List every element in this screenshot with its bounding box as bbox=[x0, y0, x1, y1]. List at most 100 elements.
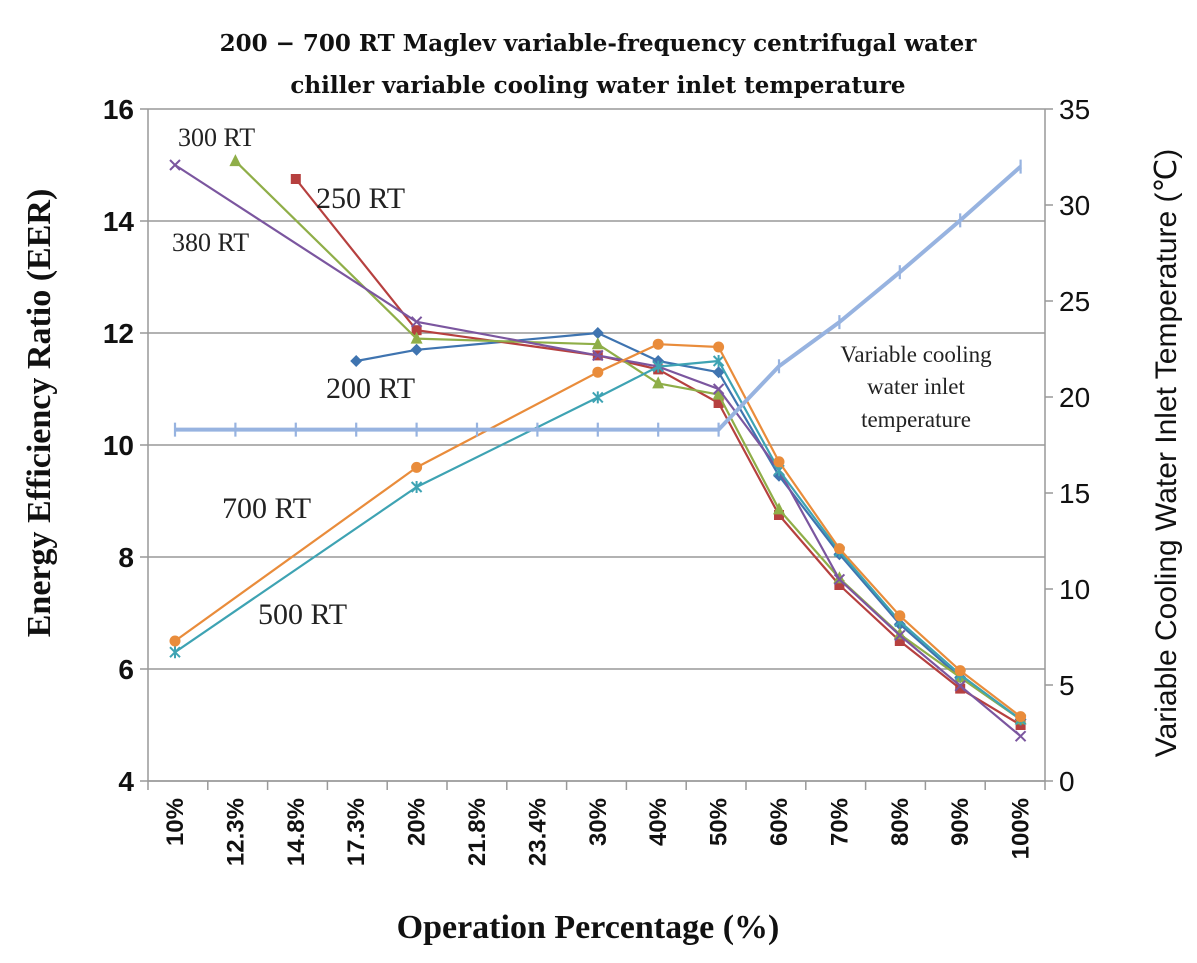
point-380-rt-100% bbox=[1014, 730, 1027, 742]
chart-title-line-2: chiller variable cooling water inlet tem… bbox=[290, 72, 905, 99]
temp-annotation-line-3: temperature bbox=[861, 407, 971, 432]
temp-annotation-line-1: Variable cooling bbox=[840, 342, 992, 367]
x-tick-label-50%: 50% bbox=[706, 798, 733, 846]
point-300-rt-40% bbox=[652, 376, 665, 389]
x-tick-label-80%: 80% bbox=[887, 798, 914, 846]
series-label-380rt: 380 RT bbox=[172, 228, 249, 257]
series-380-rt bbox=[169, 159, 1027, 742]
x-tick-label-10%: 10% bbox=[162, 798, 189, 846]
point-250-rt-70% bbox=[834, 580, 845, 590]
series-label-300rt: 300 RT bbox=[178, 123, 255, 152]
point-200-rt-17.3% bbox=[350, 355, 363, 367]
point-250-rt-80% bbox=[894, 636, 905, 646]
point-500-rt-30% bbox=[592, 391, 604, 404]
x-tick-label-40%: 40% bbox=[645, 798, 672, 846]
y2-tick-label-20: 20 bbox=[1059, 382, 1090, 413]
point-380-rt-10% bbox=[169, 159, 181, 171]
x-tick-label-17.3%: 17.3% bbox=[343, 798, 370, 866]
series-group bbox=[169, 154, 1027, 742]
y-axis-left-ticks: 4 6 8 10 12 14 16 bbox=[103, 94, 148, 797]
point-500-rt-50% bbox=[712, 355, 725, 367]
x-tick-label-70%: 70% bbox=[826, 798, 853, 846]
point-700-rt-70% bbox=[833, 543, 845, 555]
x-tick-label-30%: 30% bbox=[585, 798, 612, 846]
point-250-rt-14.8% bbox=[290, 174, 301, 184]
point-500-rt-10% bbox=[169, 646, 181, 659]
y-tick-label-14: 14 bbox=[103, 206, 135, 237]
point-200-rt-30% bbox=[591, 327, 604, 339]
point-300-rt-30% bbox=[591, 337, 604, 350]
grid-lines bbox=[148, 108, 1045, 782]
series-label-250rt: 250 RT bbox=[316, 182, 405, 215]
y-axis-right-ticks: 0 5 10 15 20 25 30 35 bbox=[1045, 94, 1090, 797]
point-700-rt-40% bbox=[652, 338, 664, 350]
x-tick-label-23.4%: 23.4% bbox=[524, 798, 551, 866]
y2-tick-label-10: 10 bbox=[1059, 574, 1090, 605]
point-700-rt-10% bbox=[169, 635, 181, 647]
series-700-rt bbox=[169, 338, 1027, 723]
series-label-200rt: 200 RT bbox=[326, 372, 415, 405]
chart-title-line-1: 200 − 700 RT Maglev variable-frequency c… bbox=[220, 30, 978, 57]
point-300-rt-50% bbox=[712, 387, 725, 400]
y-tick-label-8: 8 bbox=[118, 542, 134, 573]
point-200-rt-20% bbox=[410, 343, 423, 356]
x-tick-label-60%: 60% bbox=[766, 798, 793, 846]
series-line-700-rt bbox=[174, 343, 1022, 718]
point-700-rt-30% bbox=[592, 366, 604, 378]
series-300-rt bbox=[229, 154, 1027, 725]
y-axis-title: Energy Efficiency Ratio (EER) bbox=[21, 189, 58, 638]
y-tick-label-10: 10 bbox=[103, 430, 134, 461]
point-380-rt-70% bbox=[833, 573, 846, 586]
series-line-500-rt bbox=[174, 359, 1022, 721]
x-tick-label-90%: 90% bbox=[947, 798, 974, 846]
series-label-700rt: 700 RT bbox=[222, 492, 311, 525]
x-tick-label-14.8%: 14.8% bbox=[283, 798, 310, 866]
series-variable-cooling-water-inlet-temperature bbox=[173, 159, 1022, 437]
point-380-rt-80% bbox=[894, 629, 906, 642]
point-500-rt-20% bbox=[410, 481, 423, 493]
y-tick-label-16: 16 bbox=[103, 94, 134, 125]
point-380-rt-30% bbox=[592, 349, 604, 362]
temp-annotation-line-2: water inlet bbox=[867, 374, 965, 399]
series-line-250-rt bbox=[294, 178, 1022, 726]
series-label-500rt: 500 RT bbox=[258, 598, 347, 631]
x-tick-label-21.8%: 21.8% bbox=[464, 798, 491, 866]
point-500-rt-40% bbox=[652, 360, 664, 373]
point-700-rt-90% bbox=[954, 665, 966, 677]
point-250-rt-60% bbox=[774, 510, 784, 520]
point-700-rt-60% bbox=[773, 456, 785, 468]
x-axis: 10% 12.3% 14.8% 17.3% 20% 21.8% 23.4% 30% 40% 50%… bbox=[147, 780, 1046, 866]
point-700-rt-20% bbox=[411, 461, 423, 473]
point-700-rt-50% bbox=[713, 341, 725, 353]
point-700-rt-80% bbox=[894, 610, 906, 622]
point-250-rt-90% bbox=[955, 683, 966, 694]
y2-tick-label-30: 30 bbox=[1059, 190, 1090, 221]
x-tick-label-12.3%: 12.3% bbox=[222, 798, 249, 866]
point-250-rt-50% bbox=[713, 398, 724, 408]
point-380-rt-50% bbox=[712, 383, 725, 395]
point-700-rt-100% bbox=[1015, 711, 1027, 723]
x-tick-label-20%: 20% bbox=[404, 798, 431, 846]
point-200-rt-50% bbox=[712, 366, 725, 379]
y2-tick-label-25: 25 bbox=[1059, 286, 1090, 317]
y-tick-label-12: 12 bbox=[103, 318, 134, 349]
y-tick-label-6: 6 bbox=[118, 654, 134, 685]
x-tick-label-100%: 100% bbox=[1008, 798, 1035, 859]
point-380-rt-90% bbox=[954, 680, 966, 692]
y-tick-label-4: 4 bbox=[118, 766, 134, 797]
y2-tick-label-15: 15 bbox=[1059, 478, 1090, 509]
point-300-rt-20% bbox=[410, 331, 423, 344]
y2-axis-title: Variable Cooling Water Inlet Temperature… bbox=[1150, 149, 1183, 757]
point-300-rt-60% bbox=[773, 502, 785, 515]
y2-tick-label-0: 0 bbox=[1059, 766, 1075, 797]
point-250-rt-20% bbox=[411, 325, 422, 336]
point-300-rt-80% bbox=[893, 627, 906, 640]
point-380-rt-20% bbox=[410, 316, 423, 328]
y2-tick-label-35: 35 bbox=[1059, 94, 1090, 125]
series-line-300-rt bbox=[234, 160, 1022, 721]
x-axis-title: Operation Percentage (%) bbox=[397, 909, 780, 946]
point-300-rt-12.3% bbox=[229, 154, 242, 167]
series-line-380-rt bbox=[174, 164, 1022, 738]
y2-tick-label-5: 5 bbox=[1059, 670, 1075, 701]
